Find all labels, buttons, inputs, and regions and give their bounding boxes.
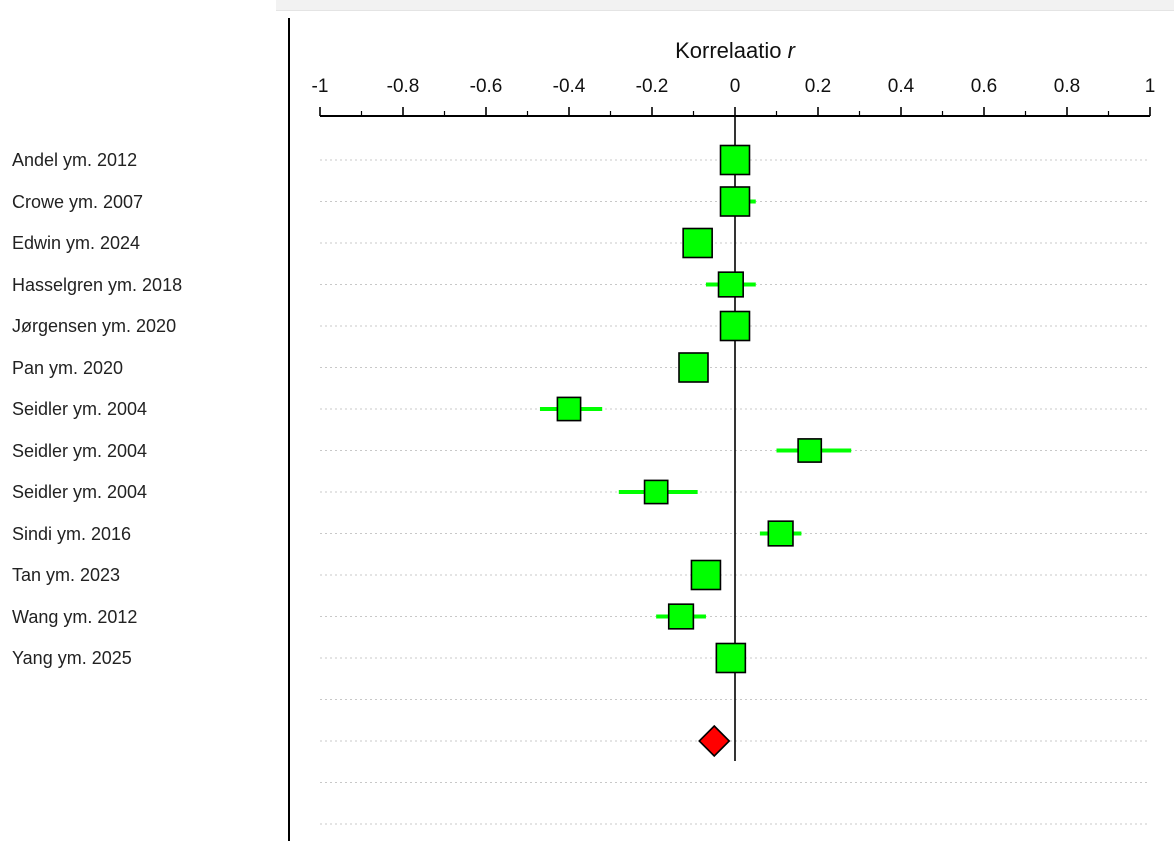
x-axis-title: Korrelaatio r	[675, 38, 797, 63]
x-tick-label: 0.8	[1054, 76, 1080, 97]
x-axis-title-symbol: r	[788, 38, 797, 63]
study-label: Jørgensen ym. 2020	[12, 316, 177, 336]
x-tick-label: -1	[312, 76, 329, 97]
x-tick-label: -0.6	[470, 76, 503, 97]
study-label: Seidler ym. 2004	[12, 440, 148, 461]
study-effect-marker	[767, 520, 794, 547]
study-label: Wang ym. 2012	[12, 606, 138, 627]
x-tick-label: 0.4	[888, 76, 915, 97]
x-tick-label: 0.2	[805, 76, 831, 97]
study-effect-marker	[797, 438, 823, 463]
x-tick-label: 1	[1145, 76, 1156, 97]
study-label: Andel ym. 2012	[12, 150, 138, 170]
study-label: Pan ym. 2020	[12, 357, 124, 378]
study-label: Edwin ym. 2024	[12, 233, 141, 253]
study-effect-marker	[667, 603, 695, 630]
x-tick-label: 0	[730, 76, 741, 97]
study-label: Tan ym. 2023	[12, 565, 121, 585]
study-effect-marker	[690, 559, 722, 591]
study-effect-marker	[678, 352, 709, 383]
study-effect-marker	[719, 144, 751, 176]
study-label: Hasselgren ym. 2018	[12, 274, 183, 295]
study-effect-marker	[719, 186, 751, 217]
pooled-effect-diamond	[698, 724, 731, 758]
x-tick-label: -0.8	[387, 76, 420, 97]
top-border-strip	[276, 0, 1174, 11]
x-tick-label: 0.6	[971, 76, 997, 97]
study-effect-marker	[717, 271, 744, 298]
study-effect-marker	[556, 396, 582, 422]
study-effect-marker	[715, 642, 747, 674]
study-label: Seidler ym. 2004	[12, 399, 148, 419]
study-effect-marker	[682, 227, 713, 259]
study-effect-marker	[643, 479, 669, 505]
x-tick-label: -0.2	[636, 76, 669, 97]
study-labels: Andel ym. 2012 Crowe ym. 2007 Edwin ym. 20…	[0, 0, 280, 841]
x-tick-label: -0.4	[553, 76, 586, 97]
study-label: Crowe ym. 2007	[12, 191, 144, 212]
study-effect-marker	[719, 310, 751, 342]
study-label: Seidler ym. 2004	[12, 482, 148, 502]
study-label: Yang ym. 2025	[12, 648, 132, 668]
study-label: Sindi ym. 2016	[12, 523, 132, 544]
x-axis-title-text: Korrelaatio	[675, 38, 788, 63]
